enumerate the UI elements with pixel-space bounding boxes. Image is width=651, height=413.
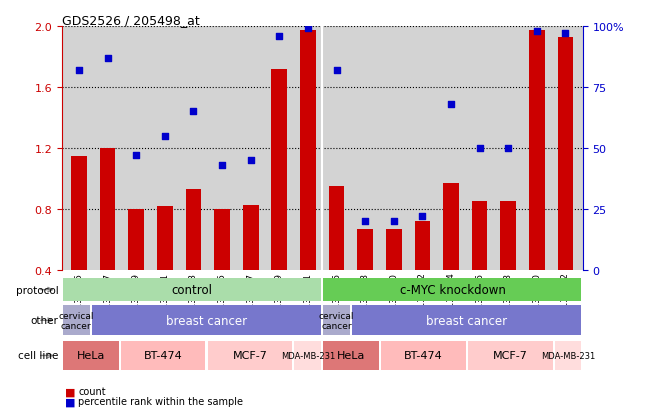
- Bar: [352, 306, 581, 335]
- Point: [188, 109, 199, 115]
- Point: [532, 28, 542, 35]
- Point: [503, 145, 514, 152]
- Text: c-MYC knockdown: c-MYC knockdown: [400, 283, 505, 297]
- Bar: [329, 187, 344, 271]
- Bar: [558, 38, 574, 271]
- Text: other: other: [31, 316, 59, 325]
- Text: breast cancer: breast cancer: [166, 314, 247, 327]
- Point: [446, 102, 456, 108]
- Bar: [324, 278, 581, 301]
- Bar: [208, 341, 292, 370]
- Point: [74, 67, 84, 74]
- Bar: [386, 229, 402, 271]
- Bar: [324, 306, 350, 335]
- Bar: [63, 341, 118, 370]
- Text: control: control: [172, 283, 212, 297]
- Bar: [100, 149, 115, 271]
- Bar: [128, 210, 144, 271]
- Bar: [157, 206, 173, 271]
- Bar: [214, 210, 230, 271]
- Point: [274, 33, 284, 40]
- Point: [417, 214, 428, 220]
- Bar: [468, 341, 553, 370]
- Text: cervical
cancer: cervical cancer: [59, 311, 94, 330]
- Bar: [472, 202, 488, 271]
- Text: cell line: cell line: [18, 351, 59, 361]
- Bar: [324, 341, 379, 370]
- Bar: [92, 306, 321, 335]
- Bar: [121, 341, 205, 370]
- Text: GDS2526 / 205498_at: GDS2526 / 205498_at: [62, 14, 200, 27]
- Bar: [294, 341, 321, 370]
- Text: BT-474: BT-474: [404, 351, 443, 361]
- Bar: [243, 205, 258, 271]
- Bar: [381, 341, 465, 370]
- Text: MDA-MB-231: MDA-MB-231: [541, 351, 595, 360]
- Bar: [71, 156, 87, 271]
- Point: [360, 218, 370, 225]
- Bar: [300, 31, 316, 271]
- Text: ■: ■: [65, 387, 76, 396]
- Bar: [357, 229, 373, 271]
- Text: HeLa: HeLa: [77, 351, 105, 361]
- Point: [303, 26, 313, 33]
- Text: cervical
cancer: cervical cancer: [319, 311, 354, 330]
- Bar: [501, 202, 516, 271]
- Text: ■: ■: [65, 396, 76, 406]
- Text: HeLa: HeLa: [337, 351, 365, 361]
- Bar: [415, 222, 430, 271]
- Point: [561, 31, 571, 38]
- Text: protocol: protocol: [16, 285, 59, 295]
- Point: [331, 67, 342, 74]
- Text: BT-474: BT-474: [144, 351, 182, 361]
- Point: [159, 133, 170, 140]
- Bar: [63, 278, 321, 301]
- Bar: [271, 69, 287, 271]
- Point: [475, 145, 485, 152]
- Point: [102, 55, 113, 62]
- Bar: [529, 31, 545, 271]
- Point: [389, 218, 399, 225]
- Point: [217, 162, 227, 169]
- Text: MCF-7: MCF-7: [493, 351, 528, 361]
- Bar: [443, 184, 459, 271]
- Text: percentile rank within the sample: percentile rank within the sample: [78, 396, 243, 406]
- Bar: [555, 341, 581, 370]
- Text: count: count: [78, 387, 105, 396]
- Bar: [186, 190, 201, 271]
- Point: [245, 157, 256, 164]
- Bar: [63, 306, 90, 335]
- Text: MDA-MB-231: MDA-MB-231: [281, 351, 335, 360]
- Text: MCF-7: MCF-7: [232, 351, 268, 361]
- Text: breast cancer: breast cancer: [426, 314, 508, 327]
- Point: [131, 153, 141, 159]
